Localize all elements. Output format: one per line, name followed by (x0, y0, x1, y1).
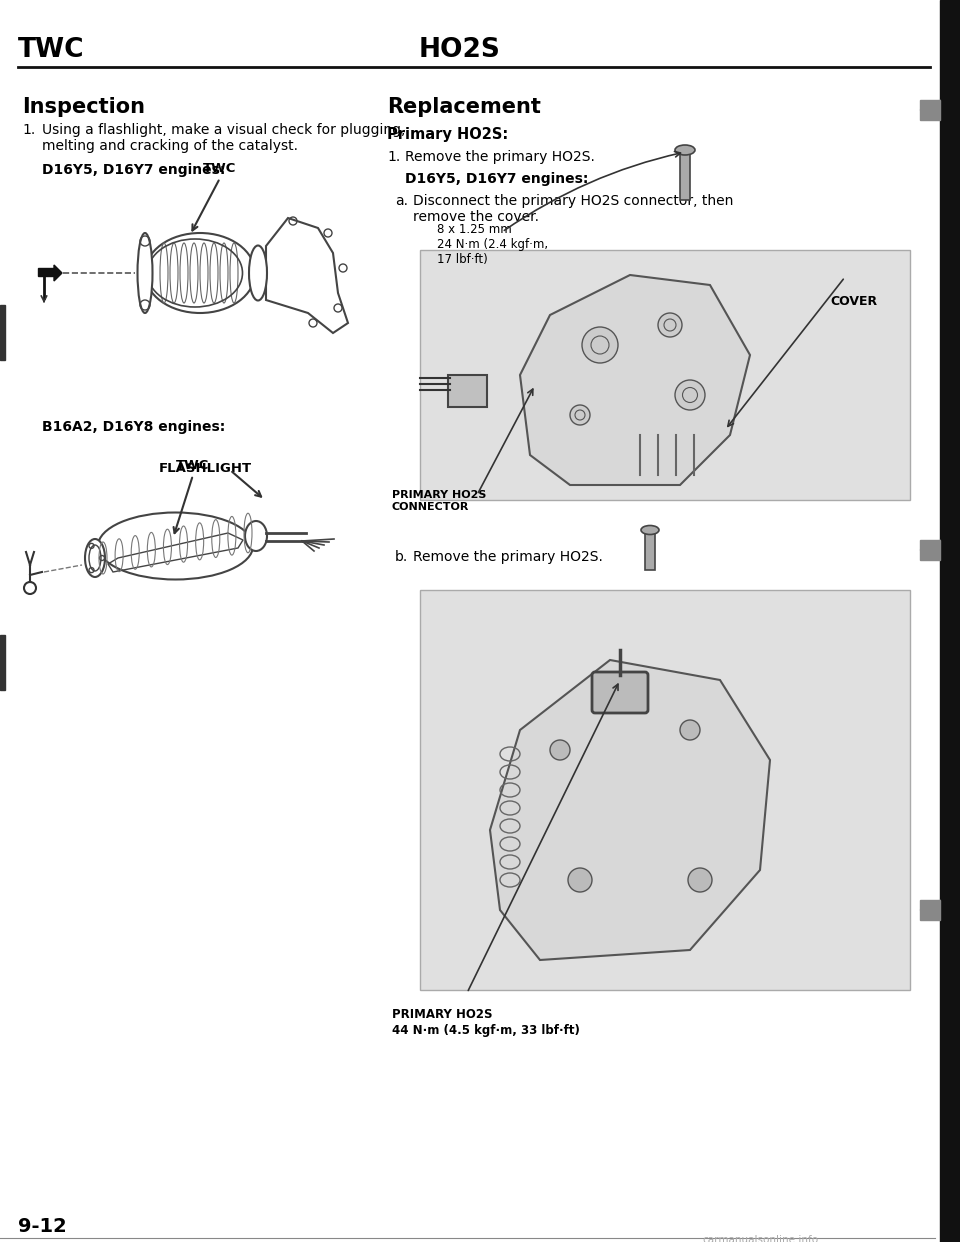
Bar (940, 0, 960, 1242)
FancyBboxPatch shape (592, 672, 648, 713)
Circle shape (658, 313, 682, 337)
Text: COVER: COVER (830, 296, 877, 308)
Ellipse shape (641, 525, 659, 534)
Text: 8 x 1.25 mm
24 N·m (2.4 kgf·m,
17 lbf·ft): 8 x 1.25 mm 24 N·m (2.4 kgf·m, 17 lbf·ft… (437, 224, 548, 266)
FancyBboxPatch shape (420, 250, 910, 501)
Text: 9-12: 9-12 (18, 1217, 67, 1236)
Text: b.: b. (395, 550, 408, 564)
Circle shape (570, 405, 590, 425)
Text: HO2S: HO2S (420, 37, 501, 63)
Polygon shape (920, 101, 940, 120)
Polygon shape (920, 540, 940, 560)
Bar (0, 635, 5, 691)
Text: Replacement: Replacement (387, 97, 540, 117)
Text: PRIMARY HO2S
CONNECTOR: PRIMARY HO2S CONNECTOR (392, 491, 487, 513)
Circle shape (582, 327, 618, 363)
Bar (38, 268, 54, 276)
Polygon shape (520, 274, 750, 484)
Bar (645, 530, 655, 570)
Polygon shape (266, 219, 348, 333)
Text: 1.: 1. (22, 123, 36, 137)
Text: D16Y5, D16Y7 engines:: D16Y5, D16Y7 engines: (405, 171, 588, 186)
Ellipse shape (675, 145, 695, 155)
Circle shape (568, 868, 592, 892)
Ellipse shape (249, 246, 267, 301)
Bar (0, 306, 5, 360)
Polygon shape (490, 660, 770, 960)
Text: Using a flashlight, make a visual check for plugging,
melting and cracking of th: Using a flashlight, make a visual check … (42, 123, 405, 153)
Text: Disconnect the primary HO2S connector, then
remove the cover.: Disconnect the primary HO2S connector, t… (413, 194, 733, 225)
Ellipse shape (245, 520, 267, 551)
Text: B16A2, D16Y8 engines:: B16A2, D16Y8 engines: (42, 420, 226, 433)
Bar (920, 900, 940, 920)
Text: D16Y5, D16Y7 engines:: D16Y5, D16Y7 engines: (42, 163, 226, 178)
Text: TWC: TWC (18, 37, 84, 63)
Text: Remove the primary HO2S.: Remove the primary HO2S. (405, 150, 595, 164)
Text: TWC: TWC (204, 161, 237, 175)
Text: Remove the primary HO2S.: Remove the primary HO2S. (413, 550, 603, 564)
Text: a.: a. (395, 194, 408, 207)
FancyBboxPatch shape (448, 375, 487, 407)
Circle shape (675, 380, 705, 410)
Text: Primary HO2S:: Primary HO2S: (387, 127, 508, 142)
Polygon shape (920, 900, 940, 920)
Ellipse shape (98, 513, 253, 580)
Ellipse shape (145, 233, 255, 313)
Circle shape (688, 868, 712, 892)
Text: 1.: 1. (387, 150, 400, 164)
Polygon shape (54, 265, 62, 281)
Circle shape (550, 740, 570, 760)
Ellipse shape (137, 233, 153, 313)
Bar (920, 101, 940, 120)
Text: carmanualsonline.info: carmanualsonline.info (702, 1235, 818, 1242)
Bar (680, 150, 690, 200)
FancyBboxPatch shape (420, 590, 910, 990)
Ellipse shape (85, 539, 105, 578)
Text: TWC: TWC (177, 460, 209, 472)
Bar (920, 540, 940, 560)
Text: FLASHLIGHT: FLASHLIGHT (158, 462, 252, 474)
Text: Inspection: Inspection (22, 97, 145, 117)
Circle shape (680, 720, 700, 740)
Text: PRIMARY HO2S
44 N·m (4.5 kgf·m, 33 lbf·ft): PRIMARY HO2S 44 N·m (4.5 kgf·m, 33 lbf·f… (392, 1009, 580, 1037)
